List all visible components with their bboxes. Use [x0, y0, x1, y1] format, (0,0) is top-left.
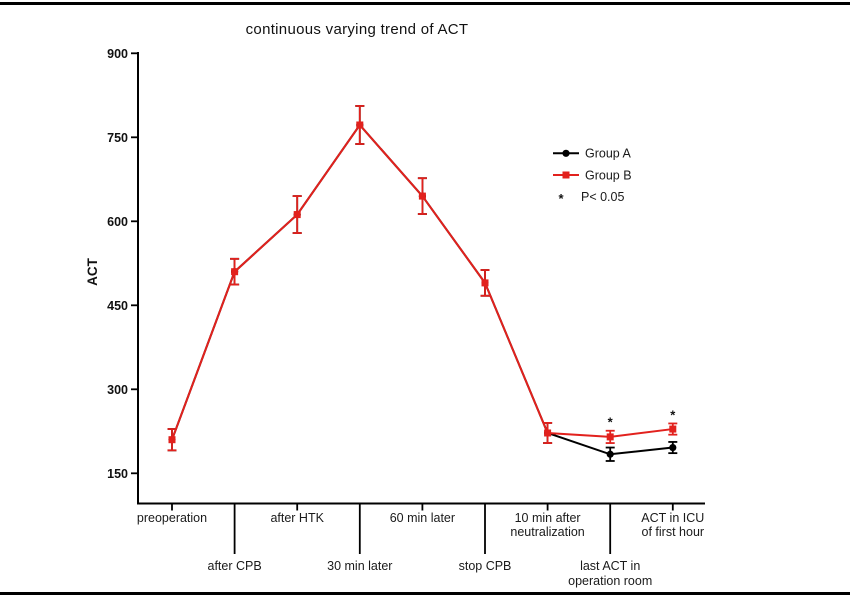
- legend-significance-text: P< 0.05: [581, 190, 624, 204]
- chart-title: continuous varying trend of ACT: [245, 21, 469, 38]
- marker-square-group-b: [481, 279, 489, 287]
- x-category-label: of first hour: [642, 525, 705, 539]
- y-tick-label: 600: [107, 215, 128, 229]
- marker-square-group-b: [669, 425, 677, 433]
- x-category-label: ACT in ICU: [641, 511, 704, 525]
- legend-marker-circle: [562, 149, 570, 157]
- marker-circle-group-a: [606, 450, 614, 458]
- x-category-label: last ACT in: [580, 559, 640, 573]
- marker-square-group-b: [606, 433, 614, 441]
- x-category-label: stop CPB: [459, 559, 512, 573]
- marker-square-group-b: [168, 436, 176, 444]
- y-tick-label: 450: [107, 299, 128, 313]
- legend-significance-symbol: *: [558, 191, 564, 206]
- y-tick-label: 150: [107, 467, 128, 481]
- top-border-rule: [0, 2, 850, 5]
- y-tick-label: 750: [107, 131, 128, 145]
- significance-asterisk: *: [608, 415, 614, 430]
- y-tick-label: 900: [107, 47, 128, 61]
- y-tick-label: 300: [107, 383, 128, 397]
- x-category-label: 10 min after: [515, 511, 581, 525]
- y-axis-title: ACT: [85, 257, 100, 285]
- marker-circle-group-a: [669, 443, 677, 452]
- legend-label-group-b: Group B: [585, 168, 632, 182]
- significance-asterisk: *: [670, 407, 676, 422]
- x-category-label: preoperation: [137, 511, 207, 525]
- legend-marker-square: [562, 171, 570, 179]
- marker-square-group-b: [356, 121, 364, 129]
- marker-square-group-b: [544, 429, 552, 437]
- legend-label-group-a: Group A: [585, 147, 632, 161]
- x-category-label: after HTK: [270, 511, 324, 525]
- x-category-label: operation room: [568, 574, 652, 588]
- x-category-label: 60 min later: [390, 511, 455, 525]
- marker-square-group-b: [293, 211, 301, 219]
- x-category-label: 30 min later: [327, 559, 392, 573]
- x-category-label: neutralization: [510, 525, 584, 539]
- marker-square-group-b: [231, 268, 239, 276]
- bottom-border-rule: [0, 592, 850, 595]
- marker-square-group-b: [418, 192, 426, 200]
- x-category-label: after CPB: [208, 559, 262, 573]
